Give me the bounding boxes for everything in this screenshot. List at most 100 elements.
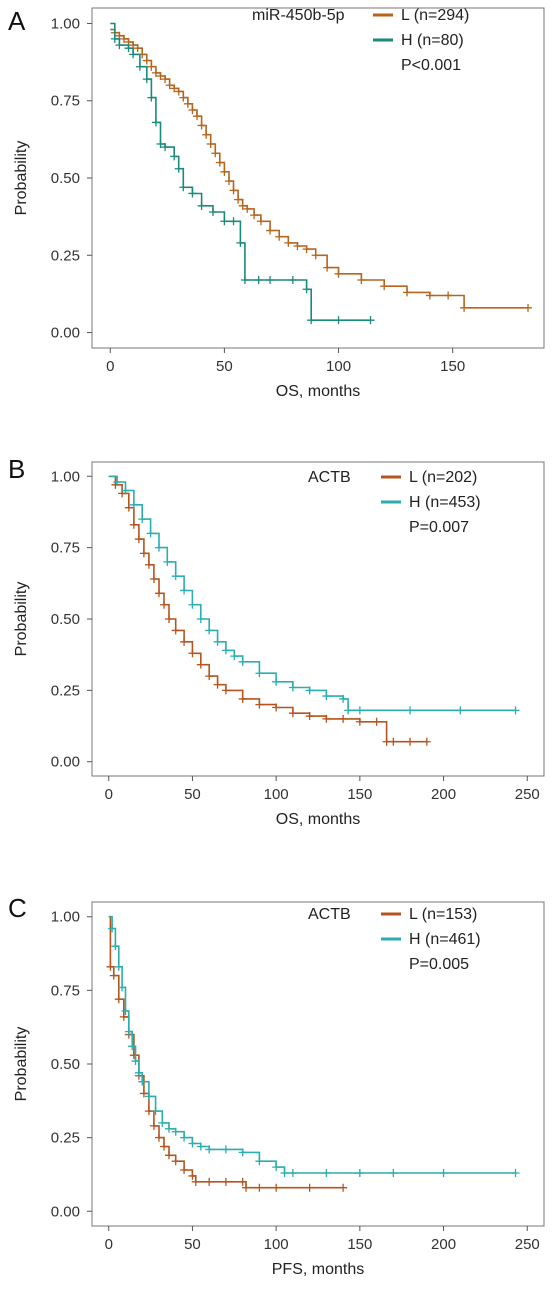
- y-tick-label: 0.25: [51, 682, 80, 699]
- censor-mark: [288, 709, 297, 718]
- censor-mark: [188, 600, 197, 609]
- censor-mark: [425, 291, 434, 300]
- censor-mark: [170, 84, 179, 93]
- censor-mark: [272, 677, 281, 686]
- censor-mark: [135, 62, 144, 71]
- panel-label: A: [8, 6, 26, 36]
- y-tick-label: 0.75: [51, 540, 80, 557]
- legend-entry: H (n=80): [401, 32, 464, 49]
- censor-mark: [422, 737, 431, 746]
- censor-mark: [307, 316, 316, 325]
- censor-mark: [213, 680, 222, 689]
- censor-mark: [344, 706, 353, 715]
- censor-mark: [250, 211, 259, 220]
- censor-mark: [355, 717, 364, 726]
- censor-mark: [406, 706, 415, 715]
- censor-mark: [110, 34, 119, 43]
- censor-mark: [205, 672, 214, 681]
- legend-entry: L (n=202): [409, 469, 477, 486]
- x-tick-label: 250: [515, 786, 540, 803]
- censor-mark: [355, 706, 364, 715]
- censor-mark: [460, 303, 469, 312]
- censor-mark: [288, 683, 297, 692]
- censor-mark: [511, 1168, 520, 1177]
- censor-mark: [242, 1183, 251, 1192]
- censor-mark: [142, 75, 151, 84]
- x-tick-label: 200: [431, 786, 456, 803]
- censor-mark: [165, 615, 174, 623]
- censor-mark: [256, 217, 265, 226]
- p-value: P<0.001: [401, 57, 461, 74]
- censor-mark: [238, 694, 247, 703]
- censor-mark: [151, 118, 160, 127]
- censor-mark: [138, 515, 147, 524]
- censor-mark: [114, 962, 123, 971]
- censor-mark: [156, 140, 165, 148]
- censor-mark: [240, 276, 249, 284]
- legend-entry: L (n=153): [409, 906, 477, 923]
- censor-mark: [280, 1168, 289, 1177]
- censor-mark: [159, 1142, 168, 1151]
- y-tick-label: 0.75: [51, 982, 80, 999]
- x-tick-label: 100: [264, 1236, 289, 1253]
- censor-mark: [302, 245, 311, 254]
- censor-mark: [154, 543, 163, 552]
- censor-mark: [444, 291, 453, 300]
- censor-mark: [180, 1166, 189, 1175]
- censor-mark: [255, 669, 264, 678]
- censor-mark: [255, 1157, 264, 1166]
- censor-mark: [322, 714, 331, 723]
- censor-mark: [236, 238, 245, 247]
- censor-mark: [305, 712, 314, 721]
- censor-mark: [275, 232, 284, 241]
- censor-mark: [188, 1139, 197, 1148]
- censor-mark: [144, 560, 153, 569]
- p-value: P=0.007: [409, 519, 469, 536]
- censor-mark: [238, 201, 247, 210]
- censor-mark: [174, 164, 183, 173]
- censor-mark: [165, 1151, 174, 1160]
- censor-mark: [161, 143, 170, 152]
- censor-mark: [174, 87, 183, 96]
- censor-mark: [323, 263, 332, 272]
- censor-mark: [221, 686, 230, 695]
- censor-mark: [147, 93, 156, 102]
- censor-mark: [266, 226, 275, 235]
- censor-mark: [196, 660, 205, 669]
- censor-mark: [133, 44, 142, 53]
- censor-mark: [118, 983, 127, 992]
- x-tick-label: 0: [106, 358, 114, 375]
- censor-mark: [288, 276, 297, 284]
- censor-mark: [380, 282, 389, 291]
- legend-title: ACTB: [308, 906, 351, 923]
- y-tick-label: 1.00: [51, 909, 80, 926]
- censor-mark: [111, 942, 120, 951]
- censor-mark: [229, 217, 238, 226]
- x-tick-label: 50: [184, 1236, 201, 1253]
- legend-entry: H (n=461): [409, 931, 481, 948]
- censor-mark: [138, 1077, 147, 1086]
- censor-mark: [322, 1168, 331, 1177]
- y-axis-title: Probability: [13, 1027, 30, 1102]
- km-curve-low: [108, 475, 427, 743]
- censor-mark: [188, 1171, 197, 1180]
- censor-mark: [197, 201, 206, 210]
- censor-mark: [106, 962, 115, 971]
- censor-mark: [191, 1177, 200, 1186]
- x-tick-label: 150: [347, 1236, 372, 1253]
- censor-mark: [334, 316, 343, 325]
- km-curve-high: [108, 475, 516, 712]
- censor-mark: [129, 520, 138, 529]
- censor-mark: [511, 706, 520, 715]
- censor-mark: [188, 649, 197, 658]
- censor-mark: [255, 1183, 264, 1192]
- censor-mark: [215, 158, 224, 167]
- censor-mark: [230, 652, 239, 661]
- censor-mark: [234, 195, 243, 204]
- censor-mark: [238, 1177, 247, 1186]
- censor-mark: [159, 600, 168, 609]
- panel-label: C: [8, 893, 27, 923]
- censor-mark: [224, 177, 233, 186]
- censor-mark: [129, 1051, 138, 1060]
